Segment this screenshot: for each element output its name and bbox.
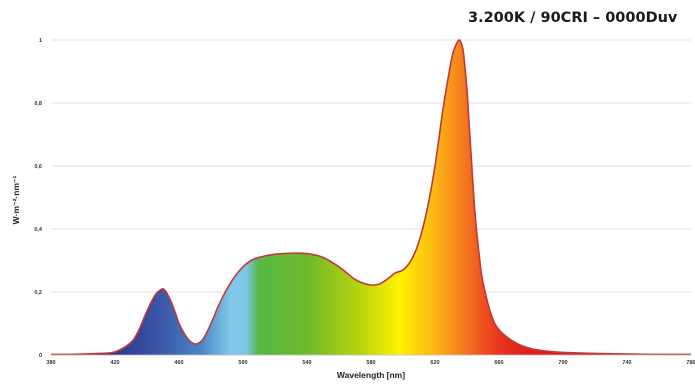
x-tick-label: 540	[302, 360, 311, 366]
y-tick-label: 0,6	[34, 164, 42, 170]
x-tick-label: 660	[494, 360, 503, 366]
x-axis-label: Wavelength [nm]	[337, 370, 405, 380]
x-tick-label: 500	[238, 360, 247, 366]
spectrum-fill	[51, 39, 691, 355]
x-tick-label: 700	[558, 360, 567, 366]
spectrum-area	[50, 39, 692, 356]
x-tick-label: 420	[110, 360, 119, 366]
x-tick-label: 740	[622, 360, 631, 366]
x-tick-label: 620	[430, 360, 439, 366]
y-tick-label: 0,4	[34, 227, 43, 233]
y-tick-label: 0,2	[34, 290, 42, 296]
y-axis-label: W·m⁻²·nm⁻¹	[11, 176, 21, 225]
x-tick-label: 780	[686, 360, 695, 366]
grid	[51, 39, 691, 293]
spectrum-line	[50, 39, 692, 356]
y-tick-label: 1	[39, 38, 42, 44]
axes: 0 0,2 0,4 0,6 0,8 1 380 420 460 500 540 580 620 660 70…	[34, 38, 695, 366]
y-tick-label: 0	[39, 353, 42, 359]
chart-title: 3.200K / 90CRI – 0000Duv	[468, 10, 678, 26]
x-tick-label: 380	[46, 360, 55, 366]
y-tick-label: 0,8	[34, 101, 42, 107]
x-tick-label: 460	[174, 360, 183, 366]
x-tick-label: 580	[366, 360, 375, 366]
